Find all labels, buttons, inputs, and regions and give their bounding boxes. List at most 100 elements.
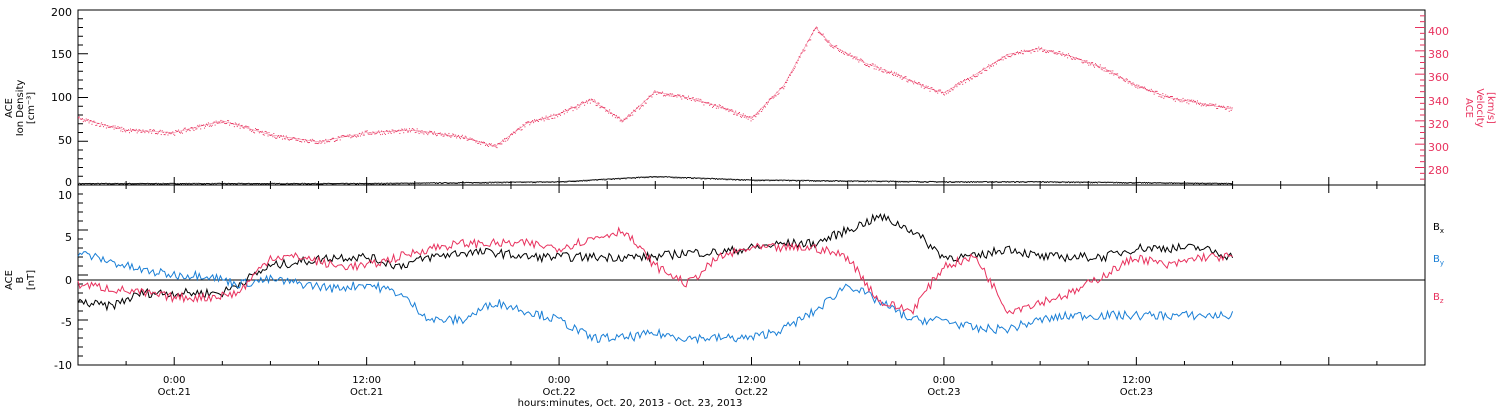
data-point xyxy=(182,183,184,185)
data-point xyxy=(638,177,640,179)
top-right-tick-300: 300 xyxy=(1428,141,1449,154)
data-point xyxy=(163,183,165,185)
data-point xyxy=(828,180,830,182)
data-point xyxy=(484,182,486,184)
data-point xyxy=(677,177,679,179)
top-right-title-line3: [km/s] xyxy=(1485,92,1496,124)
data-point xyxy=(759,110,761,112)
data-point xyxy=(839,180,841,182)
data-point xyxy=(659,92,661,94)
data-point xyxy=(136,132,138,134)
data-point xyxy=(1060,181,1062,183)
data-point xyxy=(572,110,574,112)
data-point xyxy=(902,181,904,183)
data-point xyxy=(203,124,205,126)
data-point xyxy=(1154,90,1156,92)
x-tick-date-4: Oct.23 xyxy=(927,387,960,398)
data-point xyxy=(107,126,109,128)
data-point xyxy=(90,183,92,185)
data-point xyxy=(317,183,319,185)
data-point xyxy=(1065,182,1067,184)
data-point xyxy=(412,183,414,185)
data-point xyxy=(275,137,277,139)
data-point xyxy=(547,117,549,119)
density-series xyxy=(78,175,1233,185)
data-point xyxy=(275,183,277,185)
data-point xyxy=(709,178,711,180)
data-point xyxy=(115,183,117,185)
data-point xyxy=(379,183,381,185)
data-point xyxy=(969,181,971,183)
data-point xyxy=(597,179,599,181)
data-point xyxy=(519,126,521,128)
data-point xyxy=(164,134,166,136)
data-point xyxy=(325,138,327,140)
data-point xyxy=(826,41,828,43)
data-point xyxy=(900,75,902,77)
data-point xyxy=(788,77,790,79)
data-point xyxy=(149,129,151,131)
data-point xyxy=(838,180,840,182)
data-point xyxy=(571,106,573,108)
data-point xyxy=(1113,74,1115,76)
data-point xyxy=(78,183,79,185)
data-point xyxy=(1059,51,1061,53)
data-point xyxy=(925,85,927,87)
data-point xyxy=(1223,106,1225,108)
data-point xyxy=(377,182,379,184)
data-point xyxy=(738,112,740,114)
data-point xyxy=(847,54,849,56)
data-point xyxy=(619,178,621,180)
data-point xyxy=(347,134,349,136)
data-point xyxy=(504,138,506,140)
data-point xyxy=(1022,181,1024,183)
top-right-title-line2: Velocity xyxy=(1474,88,1485,127)
data-point xyxy=(654,176,656,178)
data-point xyxy=(417,131,419,133)
data-layer xyxy=(77,26,1234,345)
data-point xyxy=(376,183,378,185)
data-point xyxy=(1047,51,1049,53)
top-left-title-line1: ACE xyxy=(4,98,15,118)
data-point xyxy=(154,133,156,135)
data-point xyxy=(1038,181,1040,183)
data-point xyxy=(410,183,412,185)
data-point xyxy=(565,181,567,183)
data-point xyxy=(998,181,1000,183)
data-point xyxy=(769,98,771,100)
data-point xyxy=(971,78,973,80)
data-point xyxy=(533,182,535,184)
data-point xyxy=(581,101,583,103)
data-point xyxy=(1135,86,1137,88)
data-point xyxy=(616,178,618,180)
data-point xyxy=(208,125,210,127)
data-point xyxy=(777,94,779,96)
data-point xyxy=(456,182,458,184)
data-point xyxy=(1218,183,1220,185)
data-point xyxy=(884,180,886,182)
data-point xyxy=(306,140,308,142)
data-point xyxy=(382,133,384,135)
data-point xyxy=(109,183,111,185)
data-point xyxy=(150,129,152,131)
data-point xyxy=(380,134,382,136)
data-point xyxy=(1187,99,1189,101)
data-point xyxy=(947,181,949,183)
data-point xyxy=(667,94,669,96)
data-point xyxy=(463,182,465,184)
data-point xyxy=(627,115,629,117)
data-point xyxy=(453,182,455,184)
data-point xyxy=(666,94,668,96)
data-point xyxy=(552,117,554,119)
data-point xyxy=(923,181,925,183)
data-point xyxy=(664,95,666,97)
data-point xyxy=(1143,87,1145,89)
data-point xyxy=(162,131,164,133)
data-point xyxy=(398,183,400,185)
data-point xyxy=(1115,182,1117,184)
data-point xyxy=(722,178,724,180)
data-point xyxy=(1064,55,1066,57)
data-point xyxy=(833,180,835,182)
legend-bx: Bx xyxy=(1433,222,1444,235)
data-point xyxy=(301,141,303,143)
